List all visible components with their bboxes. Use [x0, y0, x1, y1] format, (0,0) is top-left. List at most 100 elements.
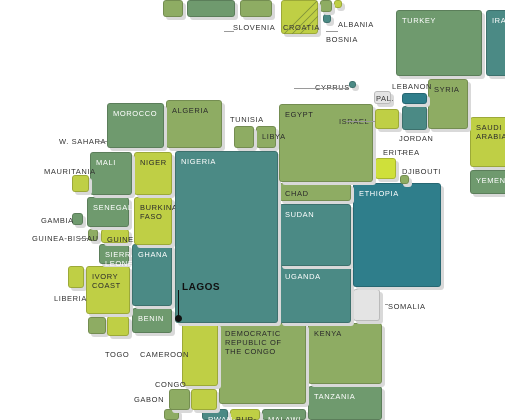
country-label-egypt: EGYPT: [285, 110, 314, 119]
country-label-turkey: TURKEY: [402, 16, 437, 25]
country-tile-israel-box[interactable]: [375, 109, 399, 129]
country-label-mali: MALI: [96, 158, 116, 167]
country-tile-syria[interactable]: SYRIA: [428, 79, 468, 129]
external-label-liberia: LIBERIA: [54, 294, 87, 303]
country-tile-topbox2[interactable]: [187, 0, 235, 17]
country-tile-topbox1[interactable]: [163, 0, 183, 17]
country-tile-tanzania[interactable]: TANZANIA: [308, 386, 382, 420]
country-tile-liberia-box[interactable]: [68, 266, 84, 288]
country-tile-malawi[interactable]: MALAWI: [262, 409, 306, 420]
country-tile-nigeria[interactable]: NIGERIA: [175, 151, 278, 323]
country-label-libya: LIBYA: [262, 132, 286, 141]
country-label-chad: CHAD: [285, 189, 309, 198]
external-label-togo: TOGO: [105, 350, 130, 359]
leader-line: [99, 141, 107, 142]
country-label-uganda: UGANDA: [285, 272, 321, 281]
country-tile-egypt[interactable]: EGYPT: [279, 104, 373, 182]
leader-line: [346, 121, 375, 122]
country-label-ivory-coast: IVORY COAST: [92, 272, 121, 290]
country-tile-mauritania-box[interactable]: [72, 175, 89, 192]
external-label-jordan: JORDAN: [399, 134, 434, 143]
country-tile-sudan[interactable]: SUDAN: [279, 204, 351, 266]
country-tile-djibouti-box[interactable]: [400, 175, 409, 184]
external-label-tunisia: TUNISIA: [230, 115, 264, 124]
country-tile-burkina-faso[interactable]: BURKINA FASO: [134, 197, 178, 245]
country-label-iraq: IRAQ: [492, 16, 505, 25]
country-tile-cyprus-box[interactable]: [349, 81, 356, 88]
country-tile-uganda[interactable]: UGANDA: [279, 266, 351, 323]
country-tile-congo-box[interactable]: [191, 389, 217, 410]
country-tile-tunisia-box[interactable]: [234, 126, 254, 148]
country-tile-gabon-box[interactable]: [169, 389, 190, 410]
country-tile-algeria[interactable]: ALGERIA: [166, 100, 222, 148]
country-tile-mali[interactable]: MALI: [90, 152, 132, 195]
country-tile-ivory-coast[interactable]: IVORY COAST: [86, 266, 130, 314]
country-tile-topbox3[interactable]: [240, 0, 272, 17]
country-label-morocco: MOROCCO: [113, 109, 158, 118]
lagos-marker-line: [178, 290, 179, 318]
country-tile-libya[interactable]: LIBYA: [256, 126, 286, 148]
country-tile-eritrea-box[interactable]: [375, 158, 396, 179]
country-tile-niger[interactable]: NIGER: [134, 152, 172, 195]
external-label-guinea-bissau: GUINEA-BISSAU: [32, 234, 99, 243]
external-label-albania: ALBANIA: [338, 20, 374, 29]
country-tile-togo-box2[interactable]: [88, 317, 106, 334]
country-label-sudan: SUDAN: [285, 210, 315, 219]
country-tile-lebanon-box[interactable]: [402, 93, 427, 104]
country-label-niger: NIGER: [140, 158, 167, 167]
external-label-cyprus: CYPRUS: [315, 83, 350, 92]
country-tile-bottom-small[interactable]: [164, 409, 179, 420]
country-tile-albania-box[interactable]: [323, 14, 331, 23]
leader-line: [224, 31, 234, 32]
country-tile-togo-box[interactable]: [107, 316, 129, 336]
country-label-algeria: ALGERIA: [172, 106, 209, 115]
country-tile-yemen[interactable]: YEMEN: [470, 170, 505, 194]
country-tile-iraq[interactable]: IRAQ: [486, 10, 505, 76]
country-label-burundi: BUR-: [236, 415, 257, 420]
country-tile-sierra-leone[interactable]: SIERRA LEONE: [99, 244, 136, 268]
country-tile-chad[interactable]: CHAD: [279, 183, 351, 201]
country-tile-jordan-box[interactable]: [402, 106, 427, 130]
external-label-mauritania: MAURITANIA: [44, 167, 96, 176]
country-tile-rwanda[interactable]: RWAN-: [202, 409, 235, 420]
country-label-nigeria: NIGERIA: [181, 157, 217, 166]
country-label-guinea: GUINEA: [107, 235, 140, 244]
country-tile-kenya[interactable]: KENYA: [308, 323, 382, 384]
country-tile-morocco[interactable]: MOROCCO: [107, 103, 164, 148]
country-label-benin: BENIN: [138, 314, 164, 323]
country-label-tanzania: TANZANIA: [314, 392, 356, 401]
external-label-w-sahara: W. SAHARA: [59, 137, 107, 146]
country-label-saudi-arabia: SAUDI ARABIA: [476, 123, 505, 141]
country-tile-somalia-box[interactable]: [353, 289, 380, 321]
country-label-ethiopia: ETHIOPIA: [359, 189, 399, 198]
external-label-bosnia: BOSNIA: [326, 35, 358, 44]
country-tile-bosnia-box[interactable]: [320, 0, 332, 12]
country-tile-guinea[interactable]: GUINEA: [101, 229, 140, 244]
leader-line: [80, 238, 88, 239]
country-tile-ethiopia[interactable]: ETHIOPIA: [353, 183, 441, 287]
country-label-senegal: SENEGAL: [93, 203, 133, 212]
external-label-djibouti: DJIBOUTI: [402, 167, 441, 176]
external-label-somalia: SOMALIA: [388, 302, 426, 311]
country-tile-benin[interactable]: BENIN: [132, 308, 172, 333]
leader-line: [385, 304, 388, 305]
country-tile-turkey[interactable]: TURKEY: [396, 10, 482, 76]
country-tile-saudi-arabia[interactable]: SAUDI ARABIA: [470, 117, 505, 167]
country-label-yemen: YEMEN: [476, 176, 505, 185]
country-label-burkina-faso: BURKINA FASO: [140, 203, 178, 221]
leader-line: [401, 153, 403, 154]
lagos-label: LAGOS: [182, 282, 221, 293]
external-label-gambia: GAMBIA: [41, 216, 74, 225]
country-tile-drc[interactable]: DEMOCRATIC REPUBLIC OF THE CONGO: [219, 323, 306, 404]
external-label-eritrea: ERITREA: [383, 148, 420, 157]
country-tile-ghana[interactable]: GHANA: [132, 244, 172, 306]
country-tile-pal-box[interactable]: [374, 91, 391, 104]
external-label-croatia-label: CROATIA: [283, 23, 320, 32]
leader-line: [326, 31, 338, 32]
country-tile-senegal[interactable]: SENEGAL: [87, 197, 133, 227]
country-tile-guinea-bissau-box[interactable]: [88, 229, 98, 241]
country-tile-top-small[interactable]: [334, 0, 342, 8]
country-tile-gambia-box[interactable]: [72, 213, 83, 225]
external-label-slovenia: SLOVENIA: [233, 23, 276, 32]
